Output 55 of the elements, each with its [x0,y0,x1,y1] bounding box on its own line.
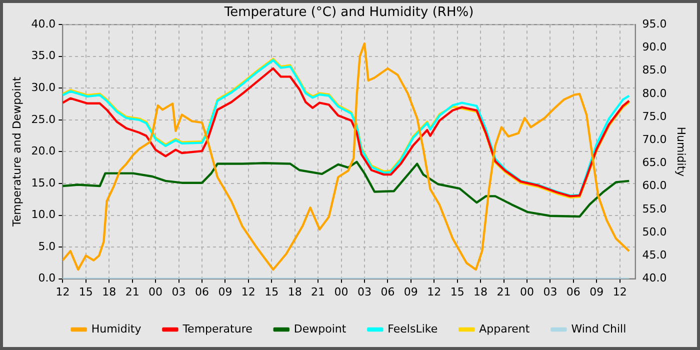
x-tick-label: 06 [380,285,395,298]
x-tick-label: 12 [241,285,256,298]
x-tick-label: 09 [404,285,418,298]
x-tick-label: 21 [125,285,140,298]
x-tick-label: 03 [357,285,372,298]
legend-label: Dewpoint [294,322,347,336]
y2-tick-label: 45.0 [642,248,667,262]
x-tick-label: 12 [56,285,70,298]
legend-label: FeelsLike [388,322,438,336]
y2-tick-label: 60.0 [642,179,667,192]
y2-tick-label: 70.0 [642,133,667,146]
y2-tick-label: 95.0 [642,17,667,30]
y-tick-label: 35.0 [31,49,56,62]
x-tick-label: 15 [78,285,93,298]
y2-tick-label: 90.0 [642,40,667,54]
y-tick-label: 15.0 [31,176,56,190]
x-tick-label: 00 [148,285,163,298]
legend-label: Temperature [182,322,253,336]
x-tick-label: 15 [264,285,279,298]
y-tick-label: 10.0 [31,208,56,222]
x-tick-label: 18 [102,285,116,298]
x-tick-label: 09 [218,285,232,298]
x-tick-label: 18 [288,285,302,298]
x-tick-label: 00 [334,285,348,298]
x-tick-label: 09 [590,285,604,298]
x-tick-label: 06 [566,285,580,298]
x-tick-label: 03 [172,285,186,298]
legend-label: Wind Chill [571,322,626,336]
y2-tick-label: 50.0 [642,225,667,238]
x-tick-label: 18 [474,285,488,298]
y2-tick-label: 55.0 [642,202,667,216]
x-tick-label: 15 [450,285,464,298]
x-tick-label: 21 [496,285,511,298]
x-tick-label: 00 [520,285,534,298]
legend-label: Humidity [91,322,142,336]
x-tick-label: 12 [427,285,442,298]
y2-tick-label: 40.0 [642,272,667,285]
x-tick-label: 12 [612,285,627,298]
x-tick-label: 21 [311,285,326,298]
legend-label: Apparent [479,322,530,336]
y-tick-label: 0.0 [38,272,56,285]
x-tick-label: 06 [194,285,209,298]
y2-tick-label: 80.0 [642,86,667,100]
y-tick-label: 30.0 [31,81,56,94]
chart-title: Temperature (°C) and Humidity (RH%) [223,5,474,20]
y-tick-label: 20.0 [31,144,56,158]
y2-tick-label: 65.0 [642,156,667,170]
y-tick-label: 25.0 [31,112,56,126]
y-axis-title: Temperature and Dewpoint [10,76,24,228]
x-tick-label: 03 [543,285,558,298]
y-tick-label: 5.0 [38,240,56,253]
y2-tick-label: 85.0 [642,64,667,77]
y2-axis-title: Humidity [674,126,688,178]
y-tick-label: 40.0 [31,17,56,30]
y2-tick-label: 75.0 [642,110,667,123]
